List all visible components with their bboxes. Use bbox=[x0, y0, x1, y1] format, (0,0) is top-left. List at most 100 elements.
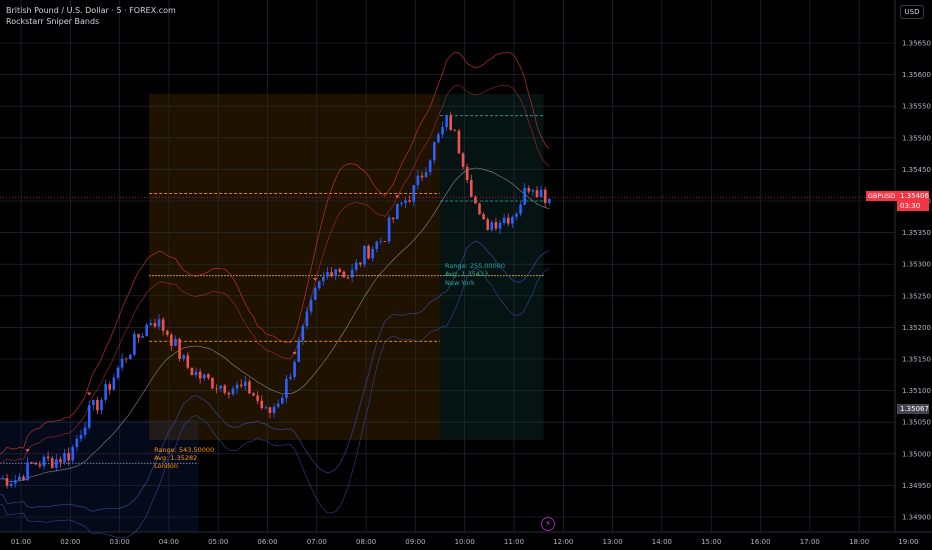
candle-body bbox=[322, 276, 325, 282]
candle-body bbox=[515, 213, 518, 217]
candle-body bbox=[149, 323, 153, 325]
price-tick-label: 1.35500 bbox=[902, 134, 931, 142]
symbol-title[interactable]: British Pound / U.S. Dollar · 5 · FOREX.… bbox=[6, 6, 176, 15]
candle-body bbox=[391, 217, 395, 220]
price-tick-label: 1.35250 bbox=[902, 292, 931, 300]
candle-body bbox=[13, 480, 17, 484]
price-tick-label: 1.34950 bbox=[902, 482, 931, 490]
candle-body bbox=[511, 216, 514, 224]
candle-body bbox=[42, 456, 46, 467]
sell-signal-marker bbox=[395, 195, 400, 199]
marker-price-label: 1.35067 bbox=[897, 404, 929, 414]
candle-body bbox=[219, 385, 222, 389]
candle-body bbox=[293, 361, 296, 377]
lightning-icon[interactable]: ⚡ bbox=[541, 517, 555, 531]
candle-body bbox=[182, 355, 185, 359]
price-tick-label: 1.34900 bbox=[902, 514, 931, 522]
plot-area bbox=[0, 0, 895, 532]
candle-body bbox=[170, 334, 173, 346]
candle-body bbox=[194, 371, 198, 376]
candle-body bbox=[104, 384, 107, 400]
candle-body bbox=[231, 388, 235, 395]
indicator-name[interactable]: Rockstarr Sniper Bands bbox=[6, 17, 100, 26]
price-tick-label: 1.35050 bbox=[902, 419, 931, 427]
candle-body bbox=[297, 340, 301, 362]
candle-body bbox=[342, 271, 346, 278]
price-tick-label: 1.35100 bbox=[902, 387, 931, 395]
time-tick-label: 09:00 bbox=[405, 538, 425, 546]
candle-body bbox=[432, 142, 436, 161]
candle-body bbox=[350, 269, 354, 278]
lower-outer-band bbox=[0, 267, 550, 539]
candle-body bbox=[186, 355, 190, 368]
sell-signal-marker bbox=[312, 277, 318, 281]
sell-signal-marker bbox=[292, 351, 297, 355]
candle-body bbox=[408, 200, 411, 202]
candle-body bbox=[124, 358, 128, 360]
candle-body bbox=[519, 204, 522, 214]
candle-body bbox=[26, 462, 29, 481]
candle-body bbox=[178, 338, 181, 359]
candle-body bbox=[482, 214, 485, 220]
candle-body bbox=[100, 399, 103, 411]
candle-body bbox=[285, 378, 288, 398]
candle-body bbox=[38, 464, 42, 467]
candle-body bbox=[346, 277, 350, 279]
candle-body bbox=[239, 384, 243, 387]
candle-body bbox=[211, 377, 214, 389]
candle-body bbox=[359, 262, 362, 265]
candle-body bbox=[548, 198, 551, 204]
candle-body bbox=[96, 399, 99, 411]
time-tick-label: 11:00 bbox=[504, 538, 524, 546]
candle-body bbox=[498, 222, 502, 229]
sell-signal-marker bbox=[86, 392, 92, 396]
london-session-box bbox=[149, 94, 441, 440]
candle-body bbox=[338, 269, 342, 272]
candle-body bbox=[420, 175, 424, 178]
countdown-label: 03:30 bbox=[897, 201, 929, 211]
time-tick-label: 06:00 bbox=[257, 538, 277, 546]
candle-body bbox=[46, 456, 50, 459]
candle-body bbox=[441, 127, 444, 135]
candle-body bbox=[165, 330, 169, 335]
time-tick-label: 17:00 bbox=[800, 538, 820, 546]
candle-body bbox=[223, 385, 227, 393]
candle-body bbox=[326, 272, 329, 277]
candle-body bbox=[330, 272, 333, 276]
candle-body bbox=[465, 166, 469, 180]
candle-body bbox=[235, 384, 239, 389]
candle-body bbox=[535, 190, 539, 197]
candle-body bbox=[543, 189, 547, 204]
price-tick-label: 1.35000 bbox=[902, 450, 931, 458]
candle-body bbox=[116, 367, 120, 378]
time-tick-label: 01:00 bbox=[11, 538, 31, 546]
candle-body bbox=[63, 452, 66, 463]
candle-body bbox=[55, 459, 58, 468]
candle-body bbox=[215, 388, 218, 390]
candle-body bbox=[387, 217, 391, 242]
candle-body bbox=[264, 407, 268, 409]
candle-body bbox=[309, 299, 313, 312]
candle-body bbox=[317, 281, 321, 289]
upper-inner-band bbox=[0, 85, 550, 464]
candle-body bbox=[412, 185, 416, 202]
candle-body bbox=[375, 241, 379, 249]
lower-inner-band bbox=[0, 240, 550, 512]
candle-body bbox=[367, 246, 370, 259]
candle-body bbox=[301, 326, 305, 341]
candle-body bbox=[137, 333, 140, 338]
price-tick-label: 1.35550 bbox=[902, 103, 931, 111]
price-tick-label: 1.35600 bbox=[902, 71, 931, 79]
candle-body bbox=[363, 246, 366, 265]
price-tick-label: 1.35150 bbox=[902, 356, 931, 364]
candle-body bbox=[22, 476, 25, 481]
current-price-label: 1.35406 bbox=[897, 191, 929, 201]
london-avg-text: Avg: 1.35282 bbox=[154, 454, 197, 462]
time-tick-label: 07:00 bbox=[307, 538, 327, 546]
ny-label-text: New York bbox=[445, 279, 475, 287]
candle-body bbox=[161, 319, 165, 331]
candle-body bbox=[244, 381, 247, 387]
currency-button[interactable]: USD bbox=[900, 5, 924, 19]
